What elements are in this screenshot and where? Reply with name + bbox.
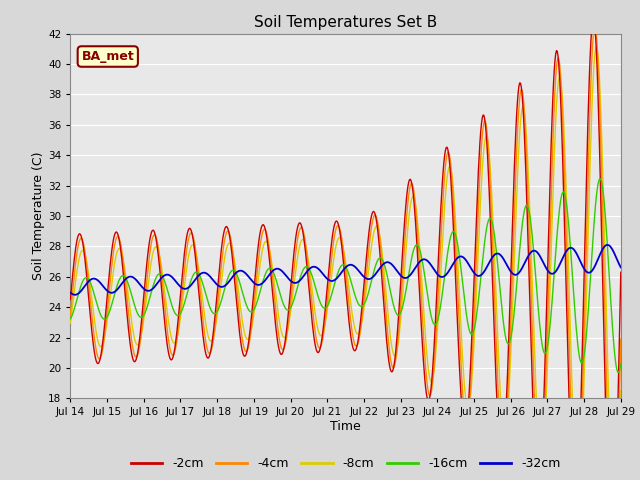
Text: BA_met: BA_met <box>81 50 134 63</box>
Title: Soil Temperatures Set B: Soil Temperatures Set B <box>254 15 437 30</box>
Y-axis label: Soil Temperature (C): Soil Temperature (C) <box>33 152 45 280</box>
X-axis label: Time: Time <box>330 420 361 433</box>
Legend: -2cm, -4cm, -8cm, -16cm, -32cm: -2cm, -4cm, -8cm, -16cm, -32cm <box>126 452 565 475</box>
